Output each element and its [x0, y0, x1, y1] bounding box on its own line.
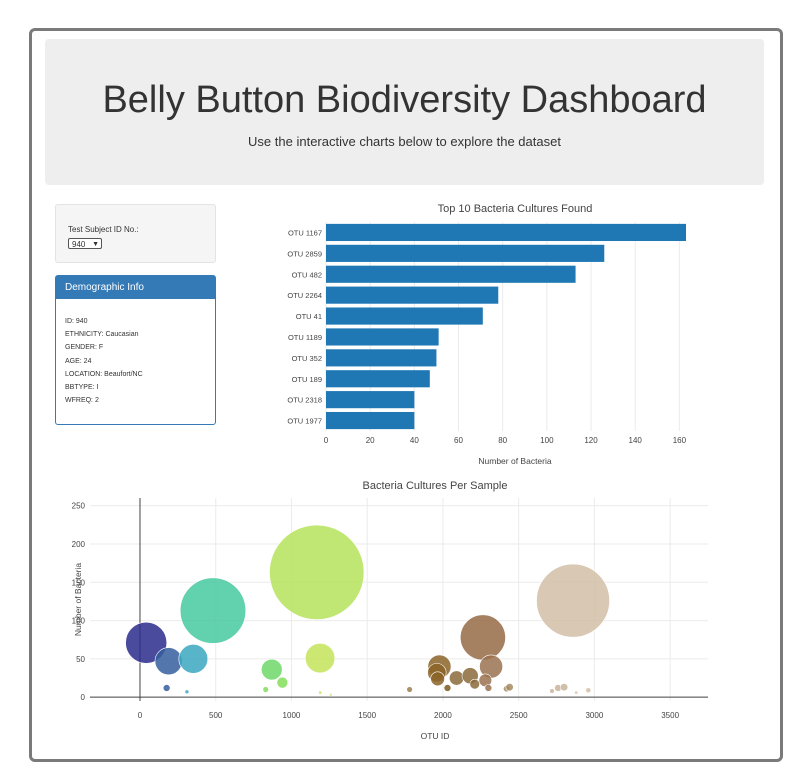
subject-selector-label: Test Subject ID No.: — [68, 225, 139, 234]
chevron-down-icon: ▼ — [92, 241, 99, 248]
y-tick-label-2: OTU 482 — [292, 270, 322, 279]
y-tick-label-1: 50 — [76, 655, 85, 664]
demographic-panel-heading: Demographic Info — [56, 276, 215, 299]
bubble-chart-title: Bacteria Cultures Per Sample — [363, 480, 508, 492]
bubble-18 — [449, 670, 465, 686]
bubble-32 — [574, 690, 579, 695]
x-tick-label-3: 60 — [454, 436, 463, 445]
demographic-wfreq: WFREQ: 2 — [65, 397, 99, 405]
subject-id-select[interactable]: 940 ▼ — [68, 238, 102, 249]
y-tick-label-3: OTU 2264 — [287, 291, 322, 300]
bubble-chart-xlabel: OTU ID — [421, 731, 450, 741]
y-tick-label-1: OTU 2859 — [287, 249, 322, 258]
x-tick-label-4: 2000 — [434, 711, 452, 720]
bubble-7 — [276, 676, 289, 689]
demographic-bbtype: BBTYPE: I — [65, 384, 99, 392]
subject-id-value: 940 — [72, 240, 86, 249]
x-tick-label-5: 2500 — [510, 711, 528, 720]
x-tick-label-2: 40 — [410, 436, 419, 445]
x-tick-label-0: 0 — [138, 711, 143, 720]
x-tick-label-6: 120 — [584, 436, 598, 445]
bubble-27 — [549, 688, 555, 694]
bubble-10 — [304, 643, 336, 674]
y-tick-label-9: OTU 1977 — [287, 417, 322, 426]
bar-9 — [326, 411, 415, 430]
demographic-panel: Demographic Info ID: 940 ETHNICITY: Cauc… — [55, 275, 216, 425]
x-tick-label-2: 1000 — [283, 711, 301, 720]
bubble-13 — [406, 686, 413, 693]
bar-7 — [326, 370, 430, 388]
demographic-id: ID: 940 — [65, 318, 88, 325]
bubble-chart-ylabel: Number of Bacteria — [73, 563, 83, 636]
bar-0 — [326, 223, 686, 242]
bar-5 — [326, 328, 439, 346]
bubble-3 — [179, 577, 247, 644]
bubble-31 — [585, 687, 592, 694]
bubble-26 — [505, 683, 514, 692]
top10-bar-chart[interactable]: 0 20 40 60 80 100 120 140 160 OTU 1167 OTU 2859 OTU… — [270, 196, 720, 472]
bubble-8 — [262, 686, 269, 693]
bubble-20 — [469, 678, 480, 690]
bar-2 — [326, 265, 576, 283]
demographic-ethnicity: ETHNICITY: Caucasian — [65, 331, 139, 339]
bubble-2 — [178, 644, 209, 674]
demographic-age: AGE: 24 — [65, 357, 92, 365]
bubble-17 — [443, 684, 452, 692]
bubble-24 — [484, 684, 493, 692]
subject-selector-well: Test Subject ID No.: 940 ▼ — [55, 204, 216, 263]
x-tick-label-5: 100 — [540, 436, 554, 445]
demographic-location: LOCATION: Beaufort/NC — [65, 370, 143, 378]
x-tick-label-4: 80 — [498, 436, 507, 445]
page-title: Belly Button Biodiversity Dashboard — [102, 79, 707, 121]
bubble-12 — [329, 693, 333, 697]
x-tick-label-6: 3000 — [585, 711, 603, 720]
y-tick-label-3: 150 — [72, 578, 86, 587]
bubble-16 — [430, 671, 445, 687]
header-jumbotron: Belly Button Biodiversity Dashboard Use … — [45, 39, 764, 185]
page-subtitle: Use the interactive charts below to expl… — [248, 134, 561, 149]
bubble-6 — [261, 658, 283, 681]
y-tick-label-7: OTU 189 — [292, 375, 322, 384]
demographic-panel-body: ID: 940 ETHNICITY: Caucasian GENDER: F A… — [56, 299, 215, 407]
bar-chart-xlabel: Number of Bacteria — [478, 456, 551, 466]
bubble-4 — [162, 684, 171, 692]
x-tick-label-7: 3500 — [661, 711, 679, 720]
y-tick-label-8: OTU 2318 — [287, 396, 322, 405]
y-tick-label-4: OTU 41 — [296, 312, 322, 321]
bubble-1 — [154, 647, 183, 676]
y-tick-label-0: OTU 1167 — [288, 228, 322, 237]
bubble-30 — [536, 563, 610, 638]
y-tick-label-4: 200 — [72, 540, 86, 549]
y-tick-label-5: OTU 1189 — [288, 333, 322, 342]
bar-chart-title: Top 10 Bacteria Cultures Found — [438, 203, 593, 215]
x-tick-label-1: 500 — [209, 711, 223, 720]
y-tick-label-5: 250 — [72, 502, 86, 511]
y-tick-label-2: 100 — [72, 617, 86, 626]
bubble-5 — [184, 689, 190, 695]
bar-6 — [326, 349, 437, 367]
y-tick-label-0: 0 — [81, 693, 86, 702]
bar-4 — [326, 307, 483, 325]
x-tick-label-0: 0 — [324, 436, 329, 445]
bubble-29 — [560, 683, 569, 692]
y-tick-label-6: OTU 352 — [292, 354, 322, 363]
bubble-9 — [269, 524, 365, 620]
bubble-0 — [125, 621, 168, 664]
bar-8 — [326, 391, 415, 409]
x-tick-label-7: 140 — [629, 436, 643, 445]
x-tick-label-1: 20 — [366, 436, 375, 445]
x-tick-label-3: 1500 — [358, 711, 376, 720]
bubble-11 — [318, 690, 323, 695]
demographic-gender: GENDER: F — [65, 344, 104, 352]
bar-1 — [326, 244, 605, 262]
x-tick-label-8: 160 — [673, 436, 687, 445]
bubble-21 — [459, 614, 506, 661]
bar-3 — [326, 286, 499, 304]
